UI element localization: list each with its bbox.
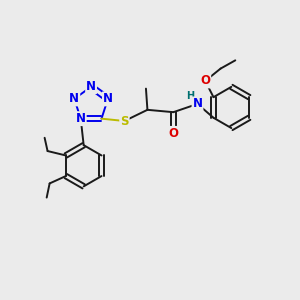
Text: N: N [86, 80, 96, 93]
Text: N: N [69, 92, 79, 105]
Text: S: S [120, 115, 129, 128]
Text: H: H [186, 91, 194, 101]
Text: N: N [193, 98, 202, 110]
Text: N: N [76, 112, 86, 125]
Text: N: N [103, 92, 113, 105]
Text: O: O [168, 127, 178, 140]
Text: O: O [200, 74, 210, 88]
